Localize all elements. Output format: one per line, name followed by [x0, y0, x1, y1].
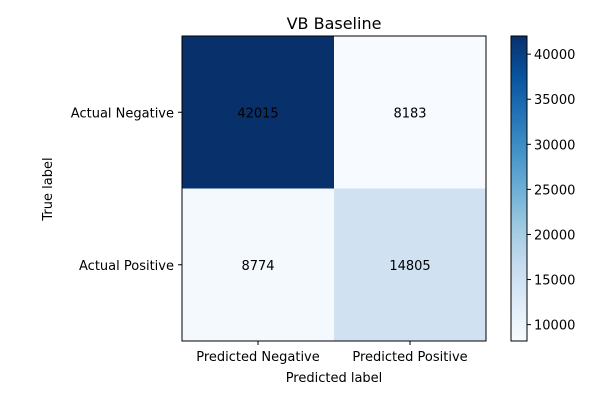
cell-value-label: 42015 [237, 106, 278, 121]
colorbar-tick-label: 35000 [534, 93, 575, 108]
heatmap-cell [334, 36, 486, 189]
cell-value-label: 14805 [389, 259, 430, 274]
colorbar-tick-label: 40000 [534, 48, 575, 63]
x-tick-label: Predicted Negative [196, 350, 320, 365]
cell-value-labels: 42015 8183 8774 14805 [237, 106, 430, 274]
y-tick-label: Actual Positive [79, 259, 174, 274]
colorbar-tick-label: 30000 [534, 138, 575, 153]
colorbar-tick-label: 15000 [534, 274, 575, 289]
chart-title: VB Baseline [287, 14, 382, 33]
y-tick-label: Actual Negative [71, 106, 174, 121]
colorbar-tick-label: 10000 [534, 319, 575, 334]
x-axis-ticks: Predicted Negative Predicted Positive [196, 341, 468, 365]
heatmap-cell [182, 36, 334, 189]
colorbar-tick-label: 20000 [534, 228, 575, 243]
colorbar-tick-label: 25000 [534, 183, 575, 198]
cell-value-label: 8774 [241, 259, 274, 274]
y-axis-label: True label [41, 157, 56, 221]
heatmap-cell [334, 188, 486, 341]
y-axis-ticks: Actual Negative Actual Positive [71, 106, 182, 274]
colorbar [510, 35, 528, 342]
colorbar-ticks: 10000 15000 20000 25000 30000 35000 40000 [527, 48, 575, 334]
cell-value-label: 8183 [393, 106, 426, 121]
x-axis-label: Predicted label [286, 371, 383, 386]
x-tick-label: Predicted Positive [352, 350, 467, 365]
heatmap-cell [182, 188, 334, 341]
heatmap-cells [182, 36, 486, 341]
plot-frame [181, 35, 487, 342]
